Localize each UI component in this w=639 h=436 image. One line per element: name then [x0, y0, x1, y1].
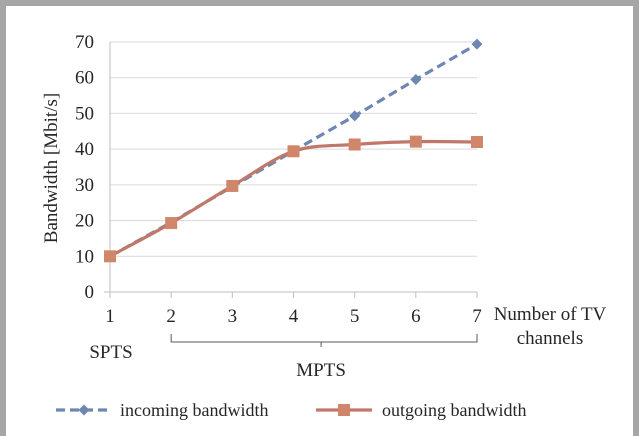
x-tick-label: 5	[350, 306, 360, 327]
axis-titles: Bandwidth [Mbit/s] Number of TV channels	[41, 93, 607, 349]
legend: incoming bandwidth outgoing bandwidth	[56, 400, 527, 420]
x-tick-label: 3	[228, 306, 238, 327]
x-groups: SPTS MPTS	[89, 334, 478, 381]
y-tick-label: 20	[75, 211, 94, 232]
axes	[104, 42, 478, 298]
data-point-diamond-5	[349, 110, 361, 122]
x-tick-label: 4	[289, 306, 299, 327]
y-tick-label: 50	[75, 103, 94, 124]
x-tick-label: 2	[166, 306, 176, 327]
data-point-square-7	[471, 136, 483, 148]
x-tick-labels: 1 2 3 4 5 6 7	[105, 306, 482, 327]
x-axis-title-line-1: Number of TV	[494, 304, 607, 325]
y-tick-labels: 0 10 20 30 40 50 60 70	[75, 32, 94, 303]
y-tick-label: 10	[75, 246, 94, 267]
legend-label: outgoing bandwidth	[382, 400, 527, 420]
data-point-square-1	[104, 250, 116, 263]
data-point-square-6	[409, 135, 422, 148]
data-point-diamond-6	[410, 74, 422, 85]
x-axis-title-line-2: channels	[517, 328, 583, 349]
data-point-square-3	[226, 179, 239, 192]
series	[104, 38, 483, 263]
group-bracket-mpts	[170, 334, 478, 343]
legend-marker-square	[338, 404, 350, 416]
legend-label: incoming bandwidth	[120, 400, 268, 420]
legend-item-incoming-bandwidth: incoming bandwidth	[56, 400, 268, 420]
y-tick-label: 40	[75, 139, 94, 160]
group-label-spts: SPTS	[89, 342, 132, 363]
y-tick-label: 70	[75, 32, 94, 53]
data-point-square-5	[348, 138, 361, 151]
y-axis-title: Bandwidth [Mbit/s]	[41, 93, 62, 243]
x-tick-label: 1	[105, 306, 115, 327]
y-tick-label: 60	[75, 68, 94, 89]
data-point-diamond-7	[471, 38, 483, 50]
group-label-mpts: MPTS	[296, 360, 346, 381]
series-outgoing-bandwidth	[104, 135, 483, 263]
y-tick-label: 30	[75, 175, 94, 196]
legend-marker-diamond	[78, 404, 90, 416]
outgoing-bandwidth-line	[109, 139, 478, 258]
y-tick-label: 0	[85, 282, 95, 303]
data-point-square-4	[287, 145, 300, 158]
x-tick-label: 6	[411, 306, 421, 327]
bandwidth-chart: 0 10 20 30 40 50 60 70 1 2 3 4 5 6 7 Bandwidth [Mbit/…	[41, 32, 607, 420]
data-point-square-2	[165, 217, 178, 230]
x-tick-label: 7	[472, 306, 482, 327]
legend-item-outgoing-bandwidth: outgoing bandwidth	[316, 400, 527, 420]
